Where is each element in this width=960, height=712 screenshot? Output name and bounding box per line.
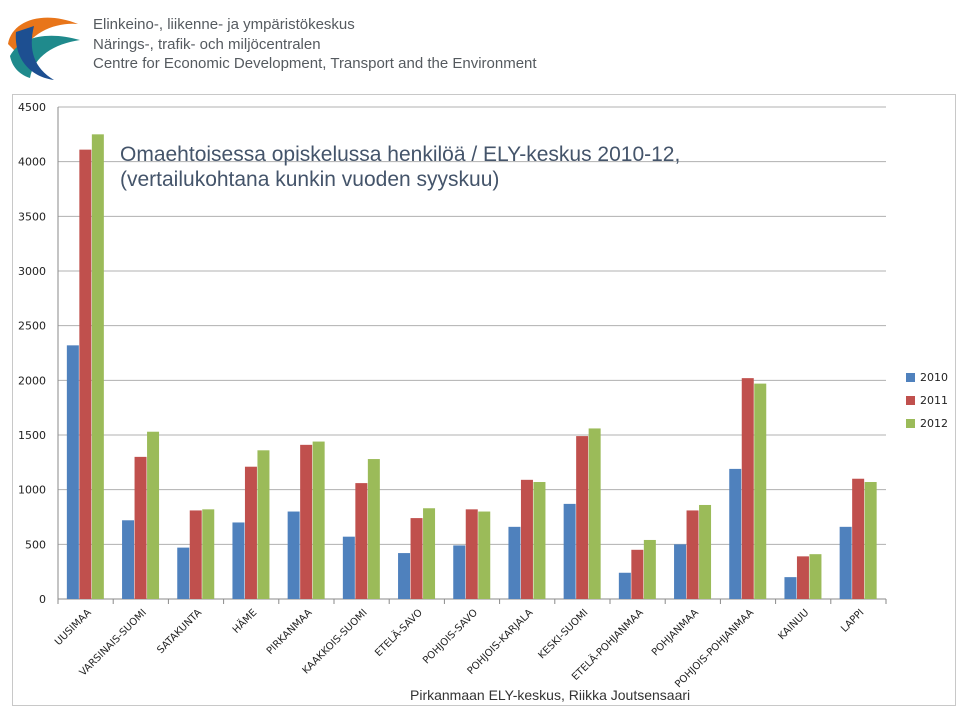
y-tick-label: 4500 bbox=[18, 101, 46, 114]
chart-title-line-1: Omaehtoisessa opiskelussa henkilöä / ELY… bbox=[120, 143, 681, 166]
chart-title: Omaehtoisessa opiskelussa henkilöä / ELY… bbox=[120, 142, 760, 192]
legend-swatch-2010 bbox=[906, 373, 915, 382]
bar-2012-pirkanmaa bbox=[312, 441, 325, 599]
ely-logo bbox=[8, 17, 80, 80]
bar-2010-etelä-savo bbox=[398, 553, 411, 599]
bar-2012-etelä-pohjanmaa bbox=[643, 539, 656, 599]
x-tick-label: LAPPI bbox=[839, 607, 866, 634]
bar-2012-etelä-savo bbox=[423, 508, 436, 599]
chart-frame bbox=[12, 94, 956, 706]
legend-label-2010: 2010 bbox=[920, 371, 948, 384]
x-tick-label: SATAKUNTA bbox=[155, 607, 204, 656]
x-tick-label: HÄME bbox=[229, 606, 259, 636]
x-tick-label: KESKI-SUOMI bbox=[536, 607, 590, 661]
y-tick-label: 2000 bbox=[18, 374, 46, 387]
bar-2012-pohjois-savo bbox=[478, 511, 491, 599]
y-tick-label: 500 bbox=[25, 538, 46, 551]
bar-2012-pohjanmaa bbox=[699, 504, 712, 599]
bar-2010-uusimaa bbox=[66, 345, 79, 599]
bar-2012-kainuu bbox=[809, 554, 822, 599]
bar-2010-varsinais-suomi bbox=[122, 520, 135, 599]
bar-2011-pohjanmaa bbox=[686, 510, 699, 599]
bar-2011-etelä-pohjanmaa bbox=[631, 549, 644, 599]
y-tick-label: 0 bbox=[39, 593, 46, 606]
bar-2010-pirkanmaa bbox=[287, 511, 300, 599]
bar-2012-keski-suomi bbox=[588, 428, 601, 599]
bar-2012-pohjois-karjala bbox=[533, 482, 546, 599]
bar-2012-häme bbox=[257, 450, 270, 599]
logo-navy-leaf bbox=[15, 26, 54, 80]
org-name-swedish: Närings-, trafik- och miljöcentralen bbox=[93, 35, 321, 53]
bar-2011-etelä-savo bbox=[410, 518, 423, 599]
bar-2010-kaakkois-suomi bbox=[342, 536, 355, 599]
bar-2012-kaakkois-suomi bbox=[367, 459, 380, 599]
bar-2011-pirkanmaa bbox=[300, 444, 313, 599]
org-name-finnish: Elinkeino-, liikenne- ja ympäristökeskus bbox=[93, 16, 355, 33]
bar-2010-pohjois-pohjanmaa bbox=[729, 468, 742, 599]
bar-2011-kaakkois-suomi bbox=[355, 483, 368, 599]
bar-2010-satakunta bbox=[177, 547, 190, 599]
bar-2011-pohjois-savo bbox=[465, 509, 478, 599]
y-tick-label: 1500 bbox=[18, 429, 46, 442]
bar-2010-häme bbox=[232, 522, 245, 599]
bar-2012-pohjois-pohjanmaa bbox=[754, 383, 767, 599]
page-header: Elinkeino-, liikenne- ja ympäristökeskus… bbox=[0, 0, 960, 88]
y-tick-label: 4000 bbox=[18, 156, 46, 169]
x-tick-label: POHJANMAA bbox=[650, 607, 701, 658]
bar-2011-häme bbox=[244, 466, 257, 599]
legend-label-2011: 2011 bbox=[920, 394, 948, 407]
bar-2010-pohjois-savo bbox=[453, 545, 466, 599]
bar-2010-pohjois-karjala bbox=[508, 526, 521, 599]
y-tick-label: 2500 bbox=[18, 320, 46, 333]
x-tick-label: UUSIMAA bbox=[53, 607, 94, 648]
footer-credit: Pirkanmaan ELY-keskus, Riikka Joutsensaa… bbox=[410, 687, 691, 703]
bar-2011-keski-suomi bbox=[576, 436, 589, 599]
bar-2010-etelä-pohjanmaa bbox=[618, 572, 631, 599]
x-tick-label: ETELÄ-SAVO bbox=[372, 606, 425, 659]
bar-2010-kainuu bbox=[784, 577, 797, 599]
bar-2011-uusimaa bbox=[79, 149, 92, 599]
organisation-name: Elinkeino-, liikenne- ja ympäristökeskus… bbox=[93, 15, 537, 74]
legend-swatch-2011 bbox=[906, 396, 915, 405]
bar-2012-varsinais-suomi bbox=[147, 431, 160, 599]
logo-orange-leaf bbox=[8, 17, 78, 56]
bar-2011-lappi bbox=[852, 478, 865, 599]
x-tick-label: KAINUU bbox=[776, 607, 811, 642]
bar-2012-uusimaa bbox=[91, 134, 104, 600]
bar-2010-keski-suomi bbox=[563, 503, 576, 599]
bar-2011-kainuu bbox=[796, 556, 809, 599]
bar-2011-varsinais-suomi bbox=[134, 456, 147, 599]
bar-2012-satakunta bbox=[202, 509, 215, 599]
x-tick-label: PIRKANMAA bbox=[265, 607, 315, 657]
org-name-english: Centre for Economic Development, Transpo… bbox=[93, 55, 537, 72]
bar-2011-pohjois-karjala bbox=[520, 479, 533, 599]
bar-2012-lappi bbox=[864, 482, 877, 599]
bar-2010-pohjanmaa bbox=[674, 544, 687, 599]
bar-2010-lappi bbox=[839, 526, 852, 599]
y-tick-label: 1000 bbox=[18, 484, 46, 497]
bar-2011-pohjois-pohjanmaa bbox=[741, 378, 754, 599]
legend-swatch-2012 bbox=[906, 419, 915, 428]
legend-label-2012: 2012 bbox=[920, 417, 948, 430]
chart-title-line-2: (vertailukohtana kunkin vuoden syyskuu) bbox=[120, 168, 500, 191]
bar-2011-satakunta bbox=[189, 510, 202, 599]
x-tick-label: POHJOIS-SAVO bbox=[421, 607, 480, 666]
y-tick-label: 3500 bbox=[18, 210, 46, 223]
y-tick-label: 3000 bbox=[18, 265, 46, 278]
